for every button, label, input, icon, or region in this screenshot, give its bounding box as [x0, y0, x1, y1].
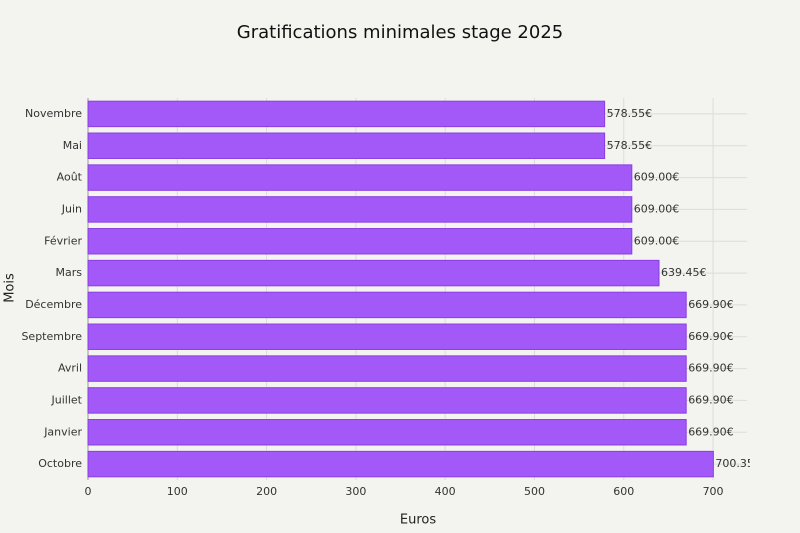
x-tick-label: 200	[256, 485, 277, 498]
bar	[87, 228, 633, 255]
x-tick-label: 100	[167, 485, 188, 498]
y-tick-label: Janvier	[43, 425, 82, 438]
bar	[87, 450, 714, 478]
y-tick-label: Mars	[56, 266, 83, 279]
bar	[87, 259, 660, 287]
value-label: 669.90€	[688, 330, 734, 343]
value-label: 609.00€	[634, 234, 680, 247]
value-label: 669.90€	[688, 425, 734, 438]
value-label: 609.00€	[634, 171, 680, 184]
value-label: 578.55€	[607, 139, 653, 152]
value-label: 669.90€	[688, 393, 734, 406]
bar	[87, 100, 606, 128]
bar	[87, 164, 633, 191]
value-label: 669.90€	[688, 362, 734, 375]
value-label: 578.55€	[607, 107, 653, 120]
bar	[87, 387, 687, 414]
y-tick-label: Octobre	[38, 457, 82, 470]
y-tick-label: Décembre	[25, 298, 82, 311]
value-label: 639.45€	[661, 266, 707, 279]
bar	[87, 291, 687, 319]
y-tick-label: Mai	[63, 139, 82, 152]
x-tick-label: 400	[435, 485, 456, 498]
bar	[87, 355, 687, 382]
value-label: 609.00€	[634, 202, 680, 215]
bar	[87, 132, 606, 159]
bar	[87, 419, 687, 446]
x-tick-label: 300	[345, 485, 366, 498]
bar	[87, 196, 633, 223]
x-tick-label: 700	[703, 485, 724, 498]
bar	[87, 323, 687, 350]
value-label: 700.35€	[715, 457, 761, 470]
chart-title: Gratifications minimales stage 2025	[237, 22, 563, 43]
y-axis-title: Mois	[3, 273, 18, 303]
y-tick-label: Juillet	[51, 393, 83, 406]
y-tick-label: Août	[57, 171, 83, 184]
x-tick-label: 500	[524, 485, 545, 498]
x-tick-label: 600	[613, 485, 634, 498]
x-axis-title: Euros	[400, 513, 436, 528]
y-tick-label: Novembre	[25, 107, 82, 120]
value-label: 669.90€	[688, 298, 734, 311]
x-tick-label: 0	[85, 485, 92, 498]
y-tick-label: Septembre	[21, 330, 82, 343]
y-tick-label: Février	[44, 234, 82, 247]
y-tick-label: Avril	[58, 362, 82, 375]
y-tick-label: Juin	[61, 202, 82, 215]
